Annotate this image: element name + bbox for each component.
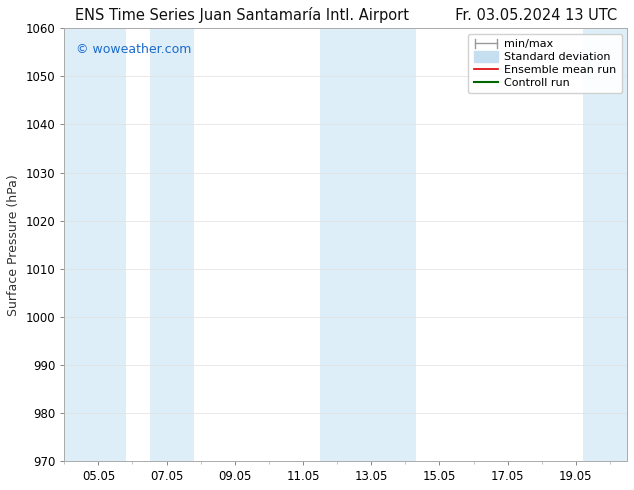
Bar — [150, 28, 194, 461]
Text: © woweather.com: © woweather.com — [75, 44, 191, 56]
Legend: min/max, Standard deviation, Ensemble mean run, Controll run: min/max, Standard deviation, Ensemble me… — [468, 34, 621, 93]
Bar — [64, 28, 126, 461]
Y-axis label: Surface Pressure (hPa): Surface Pressure (hPa) — [7, 174, 20, 316]
Bar — [320, 28, 354, 461]
Bar — [583, 28, 627, 461]
Title: ENS Time Series Juan Santamaría Intl. Airport          Fr. 03.05.2024 13 UTC: ENS Time Series Juan Santamaría Intl. Ai… — [75, 7, 617, 23]
Bar — [354, 28, 416, 461]
